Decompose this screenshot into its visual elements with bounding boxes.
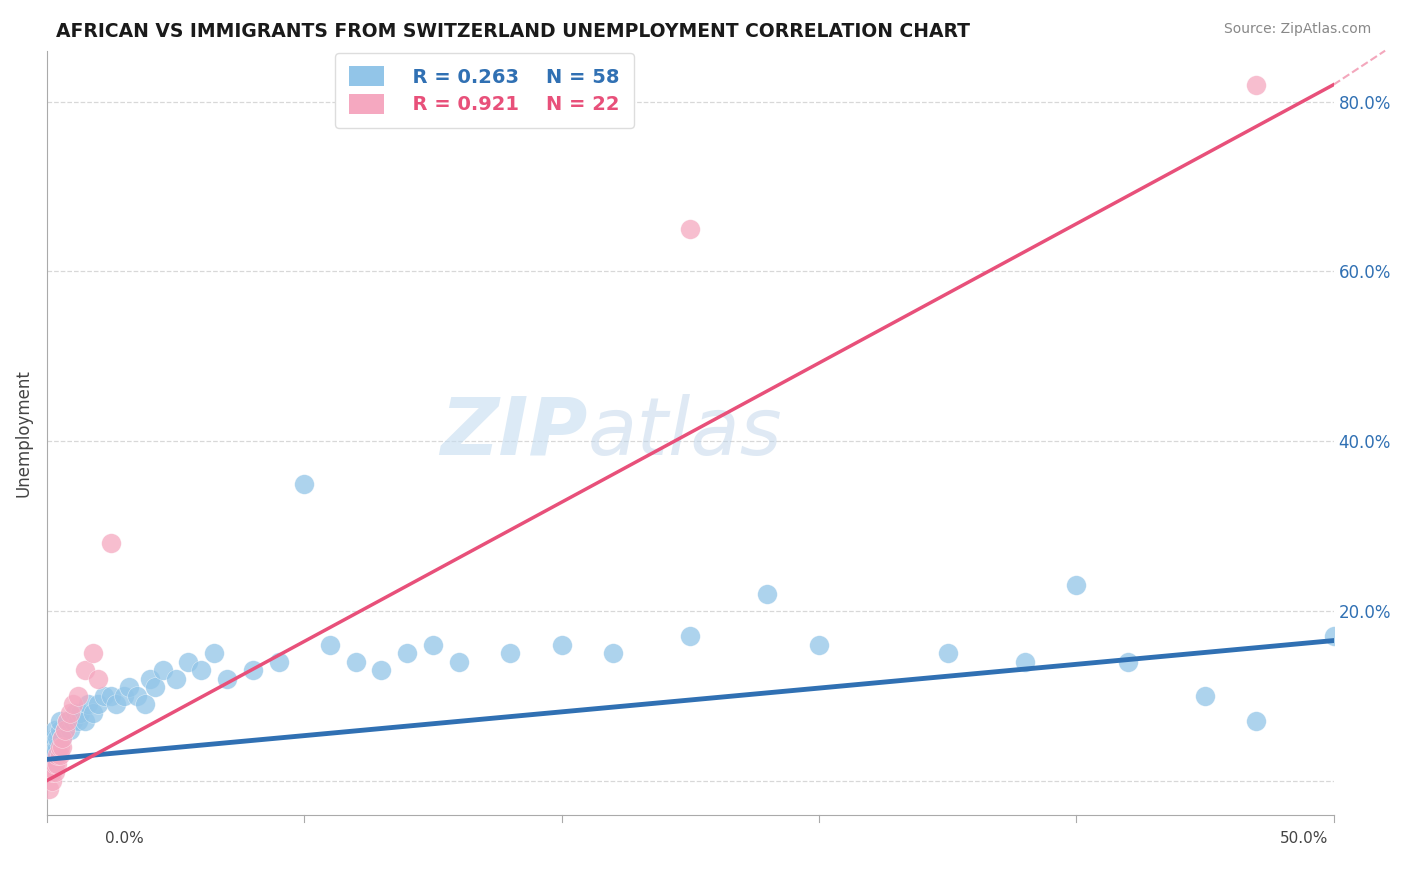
Point xyxy=(41,739,63,754)
Point xyxy=(41,773,63,788)
Point xyxy=(447,655,470,669)
Point xyxy=(202,646,225,660)
Point xyxy=(41,765,63,780)
Point xyxy=(75,663,97,677)
Point xyxy=(44,723,66,737)
Point xyxy=(756,587,779,601)
Point xyxy=(53,723,76,737)
Point xyxy=(38,782,60,797)
Point xyxy=(46,756,69,771)
Point xyxy=(87,672,110,686)
Point xyxy=(344,655,367,669)
Point xyxy=(143,680,166,694)
Point xyxy=(190,663,212,677)
Point xyxy=(807,638,830,652)
Point xyxy=(66,714,89,729)
Point xyxy=(87,697,110,711)
Point xyxy=(112,689,135,703)
Point xyxy=(396,646,419,660)
Point xyxy=(38,756,60,771)
Point xyxy=(51,739,73,754)
Point xyxy=(422,638,444,652)
Point xyxy=(292,476,315,491)
Point xyxy=(1116,655,1139,669)
Point xyxy=(679,222,702,236)
Point xyxy=(82,646,104,660)
Point xyxy=(62,714,84,729)
Point xyxy=(215,672,238,686)
Point xyxy=(267,655,290,669)
Point xyxy=(49,714,72,729)
Point xyxy=(125,689,148,703)
Point xyxy=(550,638,572,652)
Point xyxy=(1194,689,1216,703)
Point xyxy=(370,663,392,677)
Point xyxy=(46,731,69,746)
Point xyxy=(936,646,959,660)
Point xyxy=(49,723,72,737)
Text: 50.0%: 50.0% xyxy=(1281,831,1329,846)
Point xyxy=(100,689,122,703)
Point xyxy=(1246,714,1268,729)
Point xyxy=(49,748,72,763)
Point xyxy=(77,697,100,711)
Point xyxy=(62,697,84,711)
Point xyxy=(46,748,69,763)
Point xyxy=(82,706,104,720)
Point xyxy=(93,689,115,703)
Point xyxy=(118,680,141,694)
Point xyxy=(499,646,522,660)
Text: 0.0%: 0.0% xyxy=(105,831,145,846)
Point xyxy=(44,765,66,780)
Point xyxy=(1323,629,1346,643)
Point xyxy=(46,739,69,754)
Point xyxy=(134,697,156,711)
Legend:   R = 0.263    N = 58,   R = 0.921    N = 22: R = 0.263 N = 58, R = 0.921 N = 22 xyxy=(335,53,634,128)
Point xyxy=(66,689,89,703)
Point xyxy=(1246,78,1268,92)
Point xyxy=(139,672,162,686)
Point xyxy=(56,714,79,729)
Point xyxy=(319,638,342,652)
Point xyxy=(152,663,174,677)
Point xyxy=(59,706,82,720)
Point xyxy=(53,723,76,737)
Point xyxy=(41,748,63,763)
Point xyxy=(51,731,73,746)
Point xyxy=(105,697,128,711)
Point xyxy=(44,731,66,746)
Point xyxy=(1014,655,1036,669)
Point xyxy=(679,629,702,643)
Text: ZIP: ZIP xyxy=(440,393,588,472)
Text: atlas: atlas xyxy=(588,393,782,472)
Point xyxy=(49,739,72,754)
Point xyxy=(69,706,91,720)
Point xyxy=(63,706,86,720)
Point xyxy=(59,723,82,737)
Point xyxy=(56,714,79,729)
Point xyxy=(165,672,187,686)
Point xyxy=(602,646,624,660)
Point xyxy=(44,756,66,771)
Point xyxy=(51,731,73,746)
Y-axis label: Unemployment: Unemployment xyxy=(15,368,32,497)
Text: AFRICAN VS IMMIGRANTS FROM SWITZERLAND UNEMPLOYMENT CORRELATION CHART: AFRICAN VS IMMIGRANTS FROM SWITZERLAND U… xyxy=(56,22,970,41)
Point xyxy=(75,714,97,729)
Text: Source: ZipAtlas.com: Source: ZipAtlas.com xyxy=(1223,22,1371,37)
Point xyxy=(177,655,200,669)
Point xyxy=(242,663,264,677)
Point xyxy=(1064,578,1087,592)
Point xyxy=(100,536,122,550)
